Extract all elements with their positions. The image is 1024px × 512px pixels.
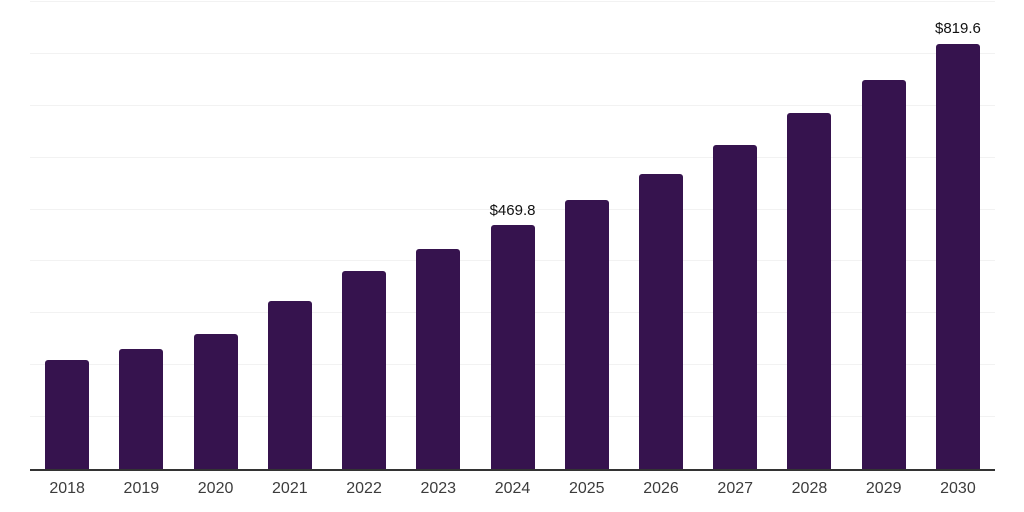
bar-slot-2024: $469.8 [475,2,549,469]
x-tick-2024: 2024 [494,480,531,497]
bar-2027[interactable] [713,144,758,469]
bar-slot-2029 [847,2,921,469]
bar-slot-2019 [104,2,178,469]
bar-slot-2026 [624,2,698,469]
bar-slot-2022 [327,2,401,469]
gridline-700 [30,104,995,106]
bar-2025[interactable] [564,200,609,469]
x-tick-2019: 2019 [123,480,160,497]
x-tick-2027: 2027 [717,480,754,497]
plot-area: $469.8 $819.6 [30,1,995,471]
x-tick-2028: 2028 [791,480,828,497]
x-tick-2029: 2029 [865,480,902,497]
x-tick-2025: 2025 [568,480,605,497]
bar-slot-2023 [401,2,475,469]
bar-slot-2018 [30,2,104,469]
bar-2019[interactable] [119,348,164,469]
bar-slot-2030: $819.6 [921,2,995,469]
bar-slot-2028 [772,2,846,469]
bar-slot-2027 [698,2,772,469]
bars-container: $469.8 $819.6 [30,2,995,469]
gridline-500 [30,208,995,210]
value-label-2030: $819.6 [934,20,981,38]
bar-2029[interactable] [861,80,906,469]
bar-2024[interactable] [490,225,535,469]
gridline-900 [30,1,995,2]
bar-slot-2025 [550,2,624,469]
bar-2023[interactable] [416,249,461,469]
bar-2022[interactable] [342,270,387,469]
x-tick-2021: 2021 [272,480,308,497]
gridline-600 [30,156,995,158]
value-label-2024: $469.8 [489,201,536,219]
x-tick-2030: 2030 [940,480,976,497]
x-tick-2022: 2022 [346,480,382,497]
bar-slot-2021 [253,2,327,469]
x-tick-2020: 2020 [197,480,234,497]
x-tick-2023: 2023 [420,480,457,497]
bar-slot-2020 [178,2,252,469]
x-axis-labels: 2018 2019 2020 2021 2022 2023 2024 2025 2026 2027… [30,480,995,498]
x-tick-2026: 2026 [643,480,679,497]
x-tick-2018: 2018 [49,480,85,497]
bar-2018[interactable] [45,360,90,469]
bar-2026[interactable] [638,173,683,469]
gridline-800 [30,52,995,54]
bar-2020[interactable] [193,334,238,469]
bar-2030[interactable] [935,43,980,469]
bar-2021[interactable] [267,300,312,469]
bar-2028[interactable] [787,113,832,469]
